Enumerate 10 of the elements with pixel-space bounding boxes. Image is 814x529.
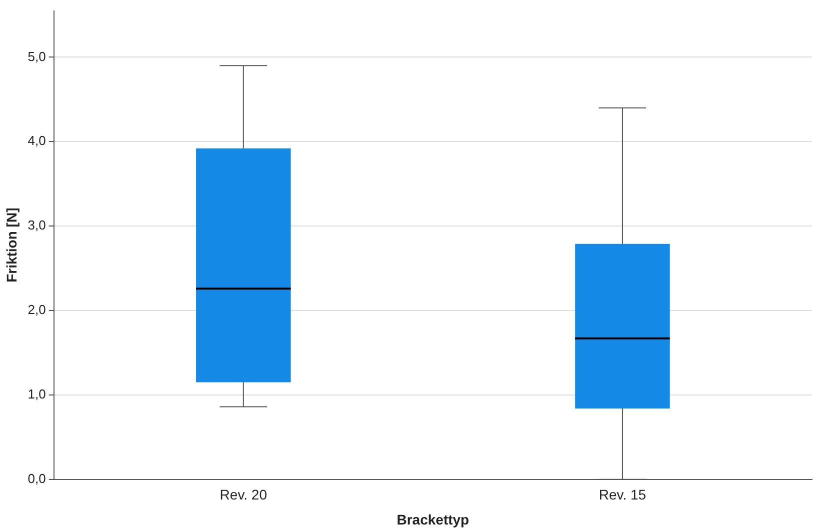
x-tick-label: Rev. 15 [598, 486, 646, 503]
y-tick-label: 5,0 [28, 48, 46, 64]
x-tick-label: Rev. 20 [220, 486, 268, 503]
y-tick-label: 0,0 [28, 470, 46, 486]
y-tick-label: 1,0 [28, 386, 46, 402]
x-axis-title: Brackettyp [396, 511, 470, 528]
y-tick-label: 3,0 [28, 218, 46, 233]
y-tick-label: 2,0 [28, 302, 46, 318]
y-tick-label: 4,0 [28, 133, 46, 148]
y-axis-title: Friktion [N] [3, 208, 20, 282]
